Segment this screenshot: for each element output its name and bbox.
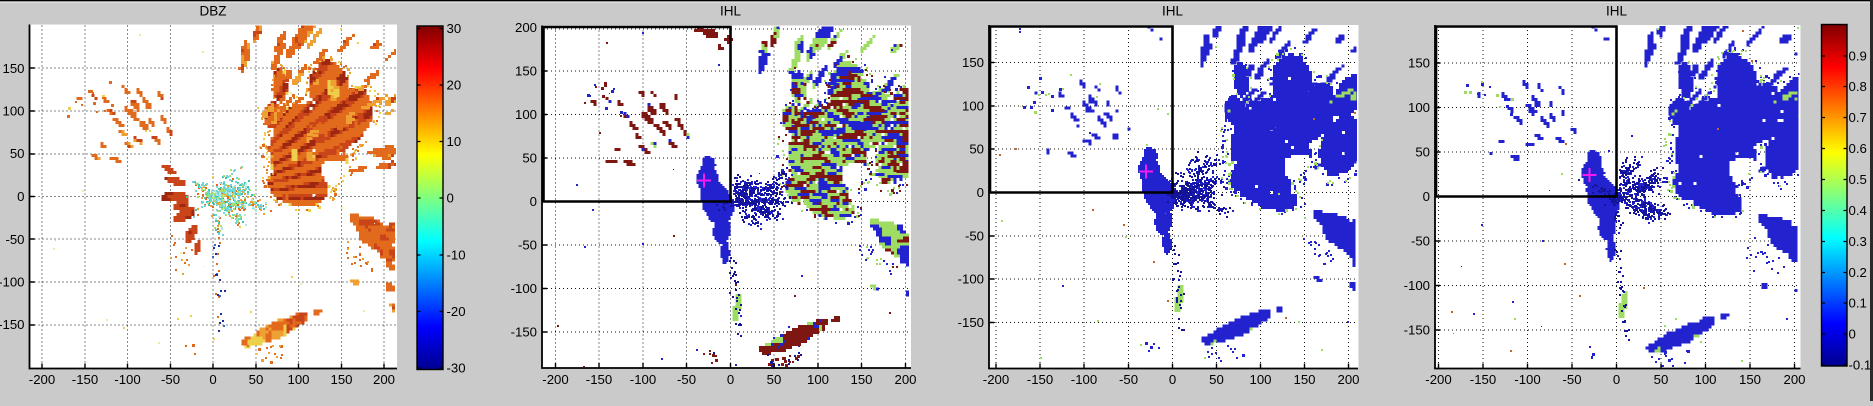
svg-text:0.4: 0.4 <box>1849 203 1867 218</box>
svg-text:0: 0 <box>1613 372 1620 387</box>
svg-text:200: 200 <box>373 372 395 387</box>
svg-text:-50: -50 <box>518 238 537 253</box>
svg-text:50: 50 <box>1654 372 1669 387</box>
svg-text:-150: -150 <box>586 372 612 387</box>
svg-text:0: 0 <box>209 372 216 387</box>
svg-text:IHL: IHL <box>720 4 742 19</box>
svg-text:0: 0 <box>977 185 984 200</box>
svg-text:50: 50 <box>1415 145 1430 160</box>
svg-text:0.2: 0.2 <box>1849 265 1867 280</box>
svg-text:-50: -50 <box>1411 234 1430 249</box>
svg-text:100: 100 <box>807 372 829 387</box>
svg-text:100: 100 <box>287 372 309 387</box>
svg-text:0.8: 0.8 <box>1849 79 1867 94</box>
svg-text:-0.1: -0.1 <box>1849 358 1872 373</box>
svg-text:10: 10 <box>447 134 462 149</box>
svg-text:-100: -100 <box>1404 278 1430 293</box>
svg-text:IHL: IHL <box>1162 4 1184 19</box>
svg-text:100: 100 <box>1249 372 1271 387</box>
svg-text:100: 100 <box>962 99 984 114</box>
svg-text:50: 50 <box>249 372 264 387</box>
svg-text:200: 200 <box>1783 372 1805 387</box>
svg-text:-150: -150 <box>0 317 25 332</box>
svg-text:0.7: 0.7 <box>1849 110 1867 125</box>
svg-text:0: 0 <box>727 372 734 387</box>
svg-text:-100: -100 <box>1071 372 1097 387</box>
svg-text:30: 30 <box>447 21 462 36</box>
svg-text:-100: -100 <box>114 372 140 387</box>
svg-text:150: 150 <box>330 372 352 387</box>
svg-text:-20: -20 <box>447 304 466 319</box>
svg-text:200: 200 <box>515 20 537 35</box>
svg-text:150: 150 <box>962 55 984 70</box>
svg-text:50: 50 <box>522 151 537 166</box>
svg-text:150: 150 <box>2 61 24 76</box>
svg-text:100: 100 <box>1694 372 1716 387</box>
svg-text:-200: -200 <box>29 372 55 387</box>
svg-text:100: 100 <box>1408 100 1430 115</box>
svg-text:20: 20 <box>447 78 462 93</box>
svg-text:0.5: 0.5 <box>1849 172 1867 187</box>
svg-text:-150: -150 <box>72 372 98 387</box>
svg-text:DBZ: DBZ <box>200 4 227 19</box>
svg-text:0: 0 <box>1423 189 1430 204</box>
svg-text:200: 200 <box>1337 372 1359 387</box>
svg-text:-150: -150 <box>1470 372 1496 387</box>
svg-text:-100: -100 <box>0 275 25 290</box>
svg-text:-150: -150 <box>1027 372 1053 387</box>
svg-text:-100: -100 <box>1514 372 1540 387</box>
svg-text:200: 200 <box>894 372 916 387</box>
svg-text:0: 0 <box>447 191 454 206</box>
svg-text:-50: -50 <box>161 372 180 387</box>
svg-text:50: 50 <box>969 142 984 157</box>
svg-text:-50: -50 <box>5 232 24 247</box>
svg-text:0.6: 0.6 <box>1849 141 1867 156</box>
svg-text:0.9: 0.9 <box>1849 49 1867 64</box>
svg-text:150: 150 <box>515 64 537 79</box>
svg-text:-50: -50 <box>1119 372 1138 387</box>
svg-text:0: 0 <box>1849 327 1856 342</box>
svg-text:0: 0 <box>1169 372 1176 387</box>
svg-text:0.3: 0.3 <box>1849 234 1867 249</box>
svg-text:150: 150 <box>1408 56 1430 71</box>
svg-text:100: 100 <box>515 107 537 122</box>
svg-text:-30: -30 <box>447 361 466 376</box>
svg-text:-200: -200 <box>1425 372 1451 387</box>
svg-text:0: 0 <box>530 194 537 209</box>
svg-text:0.1: 0.1 <box>1849 296 1867 311</box>
svg-text:-100: -100 <box>630 372 656 387</box>
svg-text:150: 150 <box>850 372 872 387</box>
svg-text:-50: -50 <box>965 229 984 244</box>
svg-text:50: 50 <box>10 146 25 161</box>
svg-text:150: 150 <box>1739 372 1761 387</box>
svg-text:-50: -50 <box>1562 372 1581 387</box>
svg-text:0: 0 <box>17 189 24 204</box>
svg-text:-10: -10 <box>447 248 466 263</box>
svg-text:-200: -200 <box>983 372 1009 387</box>
svg-text:50: 50 <box>1209 372 1224 387</box>
svg-text:IHL: IHL <box>1606 4 1628 19</box>
svg-text:-150: -150 <box>511 325 537 340</box>
svg-text:-150: -150 <box>1404 323 1430 338</box>
svg-text:100: 100 <box>2 104 24 119</box>
svg-text:150: 150 <box>1293 372 1315 387</box>
svg-text:50: 50 <box>767 372 782 387</box>
svg-text:-200: -200 <box>542 372 568 387</box>
svg-text:-100: -100 <box>958 272 984 287</box>
svg-text:-100: -100 <box>511 281 537 296</box>
svg-text:-150: -150 <box>958 315 984 330</box>
svg-text:-50: -50 <box>677 372 696 387</box>
